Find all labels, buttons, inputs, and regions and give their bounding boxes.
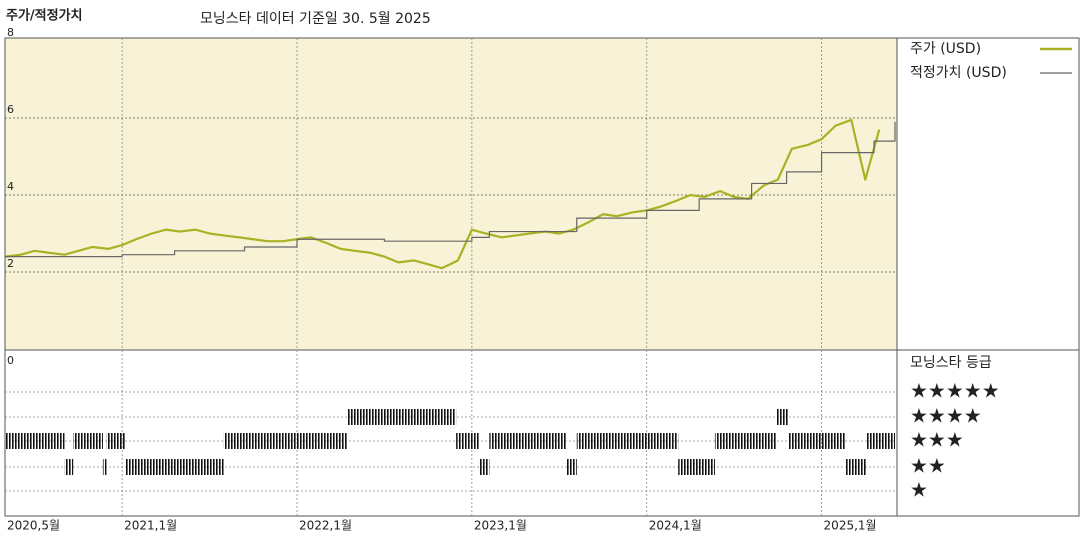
rating-bar <box>776 409 789 425</box>
y-tick-label: 0 <box>7 354 14 367</box>
rating-bar <box>576 433 679 449</box>
y-tick-label: 8 <box>7 26 14 39</box>
legend-label: 적정가치 (USD) <box>910 65 1007 81</box>
rating-bar <box>223 433 348 449</box>
x-tick-label: 2020,5월 <box>7 519 60 533</box>
rating-bar <box>64 459 74 475</box>
price-panel <box>4 37 898 351</box>
legend-panel <box>896 37 1080 517</box>
x-tick-label: 2024,1월 <box>649 519 702 533</box>
rating-bar <box>478 459 490 475</box>
rating-bar <box>566 459 577 475</box>
rating-bar <box>106 433 126 449</box>
rating-bar <box>456 433 479 449</box>
rating-bar <box>489 433 567 449</box>
rating-label: ★ <box>910 478 928 502</box>
x-tick-label: 2022,1월 <box>299 519 352 533</box>
rating-bar <box>788 433 847 449</box>
chart-title: 주가/적정가치 <box>6 8 83 24</box>
y-tick-label: 4 <box>7 180 14 193</box>
y-tick-label: 2 <box>7 257 14 270</box>
rating-bar <box>125 459 224 475</box>
rating-label: ★★★★★ <box>910 379 1000 403</box>
x-tick-label: 2025,1월 <box>824 519 877 533</box>
x-tick-label: 2021,1월 <box>124 519 177 533</box>
series-line <box>4 118 881 270</box>
rating-bar <box>714 433 777 449</box>
rating-bar <box>846 459 868 475</box>
rating-bar <box>867 433 895 449</box>
legend-label: 주가 (USD) <box>910 41 981 57</box>
rating-bar <box>73 433 103 449</box>
rating-label: ★★★★ <box>910 404 982 428</box>
series-line <box>5 121 896 258</box>
rating-bar <box>347 409 457 425</box>
rating-label: ★★ <box>910 454 946 478</box>
chart-subtitle: 모닝스타 데이터 기준일 30. 5월 2025 <box>200 11 431 27</box>
rating-bar <box>5 433 65 449</box>
rating-bar <box>678 459 715 475</box>
rating-title: 모닝스타 등급 <box>910 355 992 371</box>
rating-bar <box>102 459 107 475</box>
y-tick-label: 6 <box>7 103 14 116</box>
x-tick-label: 2023,1월 <box>474 519 527 533</box>
rating-label: ★★★ <box>910 428 964 452</box>
